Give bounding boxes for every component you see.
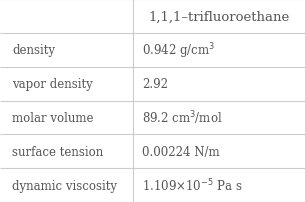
Text: 2.92: 2.92 xyxy=(142,78,168,91)
Text: density: density xyxy=(12,44,55,57)
Text: 1,1,1–trifluoroethane: 1,1,1–trifluoroethane xyxy=(148,10,289,23)
Text: surface tension: surface tension xyxy=(12,145,103,158)
Text: molar volume: molar volume xyxy=(12,111,94,124)
Text: 1.109×10$^{-5}$ Pa s: 1.109×10$^{-5}$ Pa s xyxy=(142,177,242,194)
Text: 89.2 cm$^3$/mol: 89.2 cm$^3$/mol xyxy=(142,109,222,127)
Text: dynamic viscosity: dynamic viscosity xyxy=(12,179,117,192)
Text: vapor density: vapor density xyxy=(12,78,93,91)
Text: 0.942 g/cm$^3$: 0.942 g/cm$^3$ xyxy=(142,41,215,60)
Text: 0.00224 N/m: 0.00224 N/m xyxy=(142,145,220,158)
